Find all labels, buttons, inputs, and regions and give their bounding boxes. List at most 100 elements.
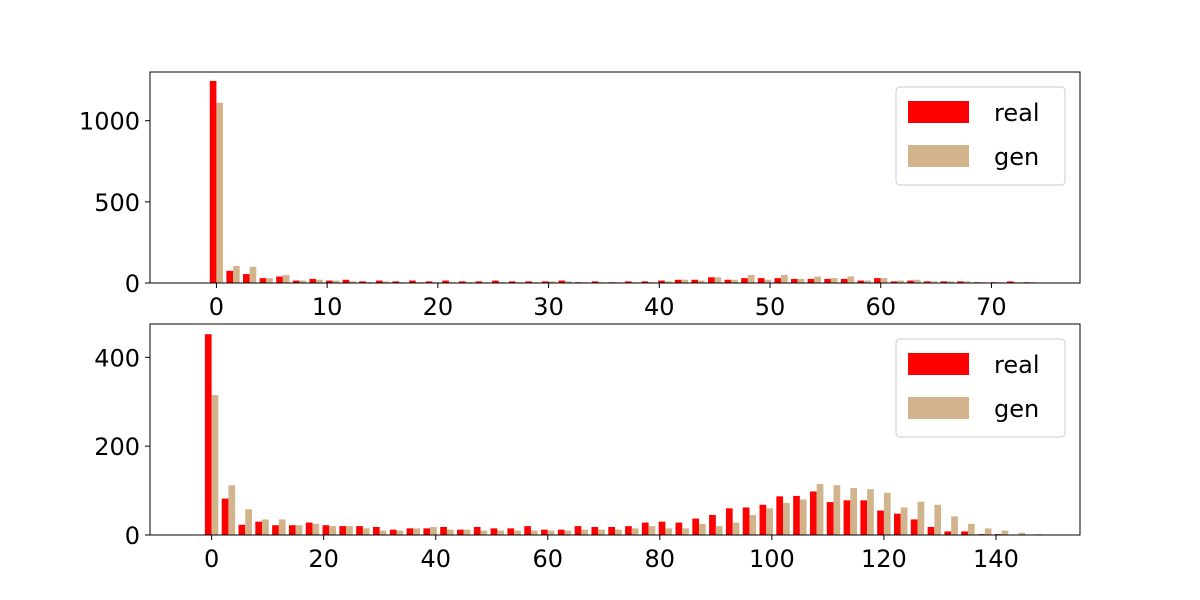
bar-real-38 <box>840 278 848 283</box>
bar-real-33 <box>759 504 767 535</box>
bar-gen-27 <box>664 281 672 283</box>
bar-real-37 <box>826 502 834 535</box>
bar-gen-46 <box>984 528 992 535</box>
bar-real-19 <box>525 281 532 283</box>
bar-real-27 <box>658 521 666 535</box>
legend-label-real: real <box>994 351 1039 379</box>
bar-gen-1 <box>228 485 236 535</box>
bar-gen-30 <box>714 277 722 283</box>
bar-gen-9 <box>362 528 370 535</box>
legend-label-gen: gen <box>994 143 1039 171</box>
bar-gen-24 <box>615 529 622 535</box>
bar-gen-14 <box>446 529 454 535</box>
bar-gen-20 <box>547 530 555 535</box>
bar-real-10 <box>372 527 380 535</box>
bar-gen-31 <box>731 279 738 283</box>
bar-gen-26 <box>648 526 656 535</box>
bar-gen-13 <box>430 527 437 535</box>
bar-real-44 <box>944 531 952 535</box>
bar-real-13 <box>423 528 431 535</box>
x-tick-label: 0 <box>209 293 224 321</box>
bar-real-44 <box>940 281 948 283</box>
x-tick-label: 20 <box>308 545 339 573</box>
bar-gen-28 <box>682 528 689 535</box>
bar-gen-12 <box>413 528 421 535</box>
bar-real-28 <box>675 522 683 535</box>
bar-real-48 <box>1006 281 1014 283</box>
x-tick-label: 60 <box>865 293 896 321</box>
bar-gen-37 <box>830 278 838 283</box>
bar-real-11 <box>389 529 397 535</box>
bar-gen-45 <box>967 523 975 535</box>
x-tick-label: 0 <box>204 545 219 573</box>
bar-real-6 <box>305 522 313 535</box>
bar-real-18 <box>508 281 516 283</box>
bar-real-34 <box>774 278 782 283</box>
bar-gen-3 <box>262 519 269 535</box>
bar-real-23 <box>591 281 599 283</box>
bar-gen-2 <box>249 266 257 283</box>
legend-swatch-real <box>908 353 969 375</box>
bar-real-19 <box>524 526 531 535</box>
bar-gen-21 <box>565 281 572 283</box>
bar-real-43 <box>923 281 931 283</box>
bar-gen-21 <box>564 530 572 535</box>
bar-real-20 <box>541 529 548 535</box>
bar-real-0 <box>209 80 217 284</box>
bar-real-34 <box>776 496 784 535</box>
bar-real-20 <box>541 281 549 283</box>
bar-real-15 <box>458 281 466 283</box>
bar-gen-34 <box>781 274 788 283</box>
bar-real-17 <box>492 280 499 283</box>
bar-gen-2 <box>245 509 252 535</box>
bar-real-31 <box>724 279 732 283</box>
x-tick-label: 20 <box>423 293 454 321</box>
bar-real-41 <box>890 281 898 283</box>
y-tick-label: 400 <box>94 344 140 372</box>
bar-real-22 <box>574 526 582 535</box>
bar-real-39 <box>860 500 868 535</box>
y-tick-label: 0 <box>125 522 140 550</box>
bar-real-29 <box>691 279 699 283</box>
bar-real-4 <box>276 276 283 283</box>
bar-real-35 <box>791 278 798 283</box>
bar-real-30 <box>709 515 716 535</box>
bar-real-36 <box>807 278 815 283</box>
bar-real-41 <box>894 513 901 535</box>
bar-real-21 <box>557 529 565 535</box>
bar-real-45 <box>957 281 964 283</box>
bar-gen-17 <box>497 530 505 535</box>
legend-swatch-gen <box>908 397 969 419</box>
bar-real-30 <box>708 277 715 283</box>
bar-real-27 <box>658 280 665 283</box>
bar-gen-0 <box>211 395 219 535</box>
bar-gen-37 <box>833 485 841 535</box>
bar-real-42 <box>910 519 918 535</box>
bar-gen-8 <box>349 281 356 283</box>
x-tick-label: 70 <box>976 293 1007 321</box>
bar-real-11 <box>392 281 400 283</box>
bar-real-1 <box>226 270 234 283</box>
bar-real-21 <box>558 280 566 283</box>
bar-gen-7 <box>329 526 336 535</box>
x-tick-label: 40 <box>420 545 451 573</box>
bar-real-16 <box>473 527 481 535</box>
bar-real-5 <box>288 525 296 535</box>
bar-gen-39 <box>864 280 871 283</box>
bar-gen-31 <box>732 522 740 535</box>
bar-real-5 <box>292 280 300 283</box>
bar-gen-41 <box>897 280 904 283</box>
bar-real-1 <box>221 498 229 535</box>
bar-gen-43 <box>934 504 942 535</box>
bar-gen-1 <box>233 265 240 283</box>
bar-gen-27 <box>665 528 673 535</box>
bar-gen-38 <box>847 276 855 283</box>
bar-real-42 <box>907 280 914 283</box>
axes-frame <box>149 323 1081 536</box>
bar-gen-40 <box>883 492 891 535</box>
bar-real-37 <box>824 278 831 283</box>
bar-real-13 <box>425 281 433 283</box>
bar-gen-47 <box>1001 530 1009 535</box>
chart-bottom: 0 20 40 60 80 100 120 140 0 200 400 real gen <box>94 323 1081 573</box>
